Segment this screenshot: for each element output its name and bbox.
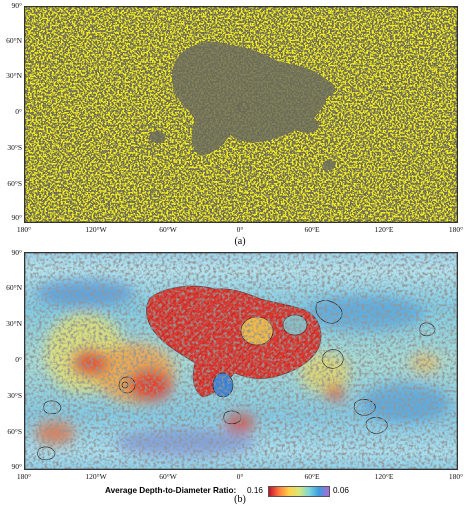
lon-tick: 120°W	[85, 472, 107, 481]
ratio-map-b	[25, 253, 457, 469]
lat-tick: 30°N	[6, 319, 22, 328]
lat-tick: 90°	[11, 213, 23, 222]
lon-tick: 120°E	[374, 225, 394, 234]
lon-tick: 60°E	[304, 225, 320, 234]
lon-tick: 180°	[448, 472, 464, 481]
lon-tick: 120°E	[374, 472, 394, 481]
legend-min-label: 0.16	[247, 486, 263, 495]
lon-tick: 120°W	[85, 225, 107, 234]
lon-tick: 60°E	[304, 472, 320, 481]
lat-tick: 30°S	[7, 143, 22, 152]
legend-colorbar	[268, 486, 330, 497]
ratio-map-panel-b	[24, 252, 458, 470]
lon-tick: 0°	[236, 472, 244, 481]
lon-tick: 60°W	[159, 225, 177, 234]
lon-tick: 0°	[236, 225, 244, 234]
lat-tick: 60°N	[6, 36, 22, 45]
lat-tick: 0°	[15, 355, 22, 364]
color-legend: Average Depth-to-Diameter Ratio: 0.16 0.…	[105, 485, 395, 497]
lon-tick: 180°	[448, 225, 464, 234]
crater-map-a	[25, 7, 457, 222]
lat-tick: 90°	[11, 248, 23, 257]
lat-tick: 60°N	[6, 283, 22, 292]
panel-b-caption: (b)	[234, 494, 246, 505]
lat-tick: 60°S	[7, 427, 22, 436]
panel-a-caption: (a)	[234, 236, 246, 247]
lat-tick: 30°N	[6, 71, 22, 80]
lat-tick: 90°	[11, 1, 23, 10]
crater-map-panel-a	[24, 6, 458, 223]
crater-texture-a	[25, 7, 457, 222]
legend-title: Average Depth-to-Diameter Ratio:	[105, 486, 237, 495]
lat-tick: 60°S	[7, 179, 22, 188]
lat-tick: 30°S	[7, 391, 22, 400]
lat-tick: 0°	[15, 107, 22, 116]
legend-max-label: 0.06	[333, 486, 349, 495]
lon-tick: 180°	[16, 472, 32, 481]
hillshade-texture-b	[25, 253, 457, 469]
lat-tick: 90°	[11, 462, 23, 471]
lon-tick: 180°	[16, 225, 32, 234]
lon-tick: 60°W	[159, 472, 177, 481]
